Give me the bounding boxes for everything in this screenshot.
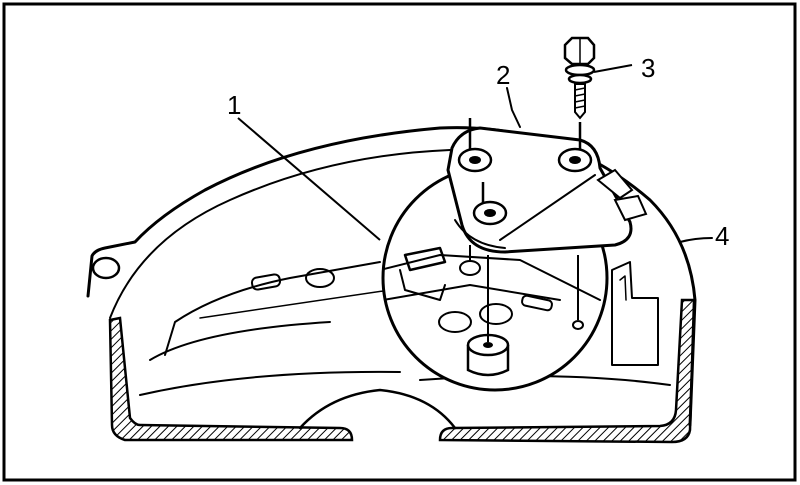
leader-lines [237, 64, 713, 243]
sensor-module [446, 126, 648, 254]
mounting-screw [563, 36, 596, 120]
callout-3: 3 [641, 53, 655, 83]
callout-4: 4 [715, 221, 729, 251]
mounting-lug-hole [91, 256, 121, 280]
housing-shell [86, 126, 697, 444]
alignment-lines [468, 118, 582, 342]
callout-1: 1 [227, 90, 241, 120]
callout-2: 2 [496, 60, 510, 90]
